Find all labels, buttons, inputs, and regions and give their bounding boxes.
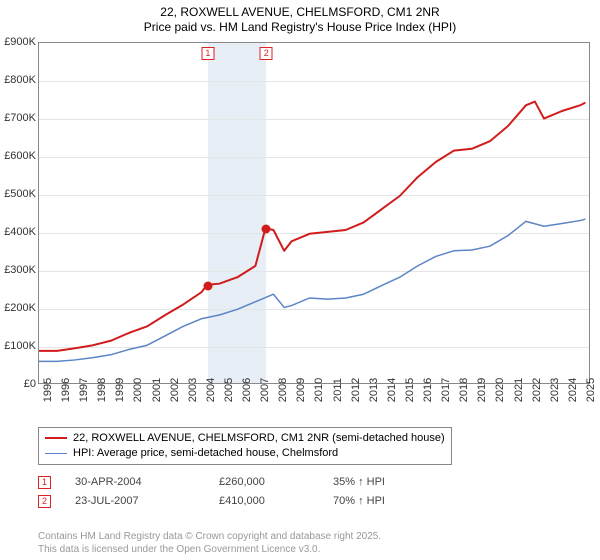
sale-dot: [203, 282, 212, 291]
sale-marker-icon: 2: [38, 495, 51, 508]
x-tick-label: 2023: [549, 378, 561, 402]
y-tick-label: £300K: [4, 264, 36, 276]
legend-swatch-price-paid: [45, 437, 67, 439]
x-tick-label: 1996: [60, 378, 72, 402]
x-tick-label: 2020: [494, 378, 506, 402]
y-tick-label: £600K: [4, 150, 36, 162]
y-tick-label: £700K: [4, 112, 36, 124]
legend-label-hpi: HPI: Average price, semi-detached house,…: [73, 446, 338, 461]
sale-dot: [262, 225, 271, 234]
legend-swatch-hpi: [45, 453, 67, 454]
title-line1: 22, ROXWELL AVENUE, CHELMSFORD, CM1 2NR: [0, 5, 600, 20]
x-tick-label: 1998: [96, 378, 108, 402]
x-tick-label: 2024: [567, 378, 579, 402]
sale-marker-flag: 2: [260, 47, 273, 60]
sale-delta: 70% ↑ HPI: [333, 495, 443, 507]
legend-row-hpi: HPI: Average price, semi-detached house,…: [45, 446, 445, 461]
chart-title: 22, ROXWELL AVENUE, CHELMSFORD, CM1 2NR …: [0, 0, 600, 37]
attribution: Contains HM Land Registry data © Crown c…: [38, 531, 381, 556]
sale-date: 30-APR-2004: [75, 476, 195, 488]
sale-marker-icon: 1: [38, 476, 51, 489]
x-tick-label: 1995: [42, 378, 54, 402]
x-tick-label: 2002: [169, 378, 181, 402]
x-tick-label: 2012: [350, 378, 362, 402]
x-tick-label: 2022: [531, 378, 543, 402]
y-tick-label: £0: [24, 378, 36, 390]
title-line2: Price paid vs. HM Land Registry's House …: [0, 20, 600, 35]
y-tick-label: £900K: [4, 36, 36, 48]
sale-row: 2 23-JUL-2007 £410,000 70% ↑ HPI: [38, 492, 590, 511]
x-tick-label: 2011: [332, 378, 344, 402]
legend-label-price-paid: 22, ROXWELL AVENUE, CHELMSFORD, CM1 2NR …: [73, 431, 445, 446]
x-tick-label: 2005: [223, 378, 235, 402]
chart-plot-area: 12: [38, 42, 590, 384]
x-tick-label: 2021: [513, 378, 525, 402]
sales-table: 1 30-APR-2004 £260,000 35% ↑ HPI 2 23-JU…: [38, 473, 590, 511]
y-tick-label: £400K: [4, 226, 36, 238]
x-tick-label: 2025: [585, 378, 597, 402]
x-tick-label: 2008: [277, 378, 289, 402]
x-tick-label: 2004: [205, 378, 217, 402]
x-tick-label: 2010: [313, 378, 325, 402]
x-tick-label: 1997: [78, 378, 90, 402]
sale-marker-flag: 1: [201, 47, 214, 60]
x-tick-label: 2009: [295, 378, 307, 402]
x-tick-label: 2014: [386, 378, 398, 402]
x-tick-label: 2016: [422, 378, 434, 402]
legend-row-price-paid: 22, ROXWELL AVENUE, CHELMSFORD, CM1 2NR …: [45, 431, 445, 446]
y-tick-label: £100K: [4, 340, 36, 352]
x-tick-label: 2018: [458, 378, 470, 402]
y-tick-label: £200K: [4, 302, 36, 314]
x-tick-label: 2015: [404, 378, 416, 402]
x-tick-label: 2019: [476, 378, 488, 402]
sale-row: 1 30-APR-2004 £260,000 35% ↑ HPI: [38, 473, 590, 492]
chart-lines-svg: [39, 43, 589, 383]
attribution-line1: Contains HM Land Registry data © Crown c…: [38, 531, 381, 544]
y-tick-label: £500K: [4, 188, 36, 200]
x-tick-label: 2013: [368, 378, 380, 402]
sale-date: 23-JUL-2007: [75, 495, 195, 507]
x-tick-label: 2000: [132, 378, 144, 402]
x-tick-label: 2006: [241, 378, 253, 402]
legend-box: 22, ROXWELL AVENUE, CHELMSFORD, CM1 2NR …: [38, 427, 452, 465]
x-tick-label: 2001: [151, 378, 163, 402]
y-tick-label: £800K: [4, 74, 36, 86]
legend-and-sales: 22, ROXWELL AVENUE, CHELMSFORD, CM1 2NR …: [38, 427, 590, 511]
x-tick-label: 1999: [114, 378, 126, 402]
sale-price: £410,000: [219, 495, 309, 507]
sale-delta: 35% ↑ HPI: [333, 476, 443, 488]
attribution-line2: This data is licensed under the Open Gov…: [38, 544, 381, 557]
x-tick-label: 2007: [259, 378, 271, 402]
sale-price: £260,000: [219, 476, 309, 488]
x-tick-label: 2017: [440, 378, 452, 402]
x-tick-label: 2003: [187, 378, 199, 402]
